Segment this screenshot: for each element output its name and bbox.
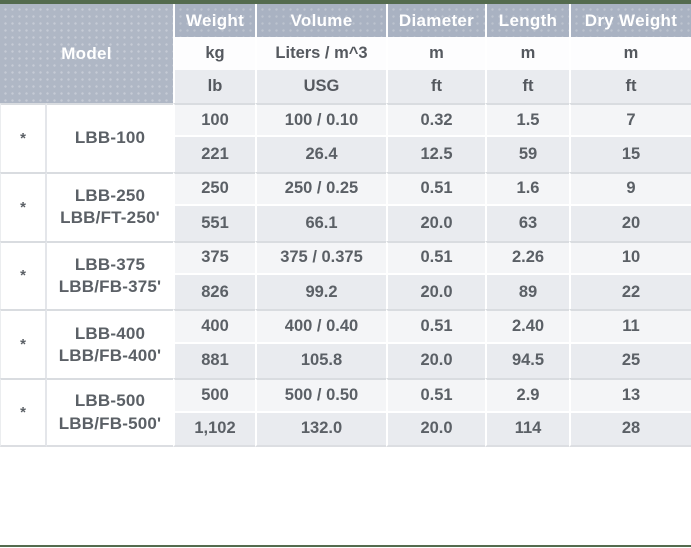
data-cell: 826 (173, 274, 255, 310)
data-cell: 132.0 (255, 412, 386, 447)
data-cell: 0.51 (386, 378, 485, 413)
spec-table: Model Weight Volume Diameter Length Dry … (0, 4, 691, 447)
unit-volume-imperial: USG (255, 70, 386, 103)
data-cell: 500 / 0.50 (255, 378, 386, 413)
data-cell: 0.51 (386, 171, 485, 207)
data-cell: 375 (173, 240, 255, 275)
top-divider (0, 0, 691, 4)
model-cell: LBB-375 LBB/FB-375' (47, 240, 173, 310)
model-name-alt: LBB/FB-400' (58, 345, 162, 365)
data-cell: 28 (569, 412, 691, 447)
data-cell: 2.26 (485, 240, 569, 275)
data-cell: 59 (485, 137, 569, 172)
unit-dry-weight-metric: m (569, 37, 691, 70)
data-cell: 100 / 0.10 (255, 103, 386, 138)
data-cell: 99.2 (255, 274, 386, 310)
data-cell: 15 (569, 137, 691, 172)
header-volume: Volume (255, 4, 386, 37)
data-cell: 0.32 (386, 103, 485, 138)
marker-cell: * (0, 103, 47, 172)
model-cell: LBB-400 LBB/FB-400' (47, 309, 173, 379)
data-cell: 0.51 (386, 240, 485, 275)
header-length: Length (485, 4, 569, 37)
data-cell: 0.51 (386, 309, 485, 344)
data-cell: 25 (569, 343, 691, 379)
data-cell: 22 (569, 274, 691, 310)
model-cell: LBB-250 LBB/FT-250' (47, 171, 173, 241)
data-cell: 26.4 (255, 137, 386, 172)
marker-cell: * (0, 171, 47, 241)
model-name: LBB-500 (74, 391, 146, 411)
data-cell: 89 (485, 274, 569, 310)
unit-dry-weight-imperial: ft (569, 70, 691, 103)
data-cell: 12.5 (386, 137, 485, 172)
data-cell: 250 (173, 171, 255, 207)
marker-cell: * (0, 378, 47, 447)
data-cell: 114 (485, 412, 569, 447)
header-model: Model (0, 4, 173, 103)
data-cell: 20.0 (386, 206, 485, 241)
data-cell: 20.0 (386, 412, 485, 447)
model-name: LBB-400 (74, 323, 146, 343)
marker-cell: * (0, 240, 47, 310)
data-cell: 2.9 (485, 378, 569, 413)
marker-cell: * (0, 309, 47, 379)
model-cell: LBB-100 (47, 103, 173, 172)
data-cell: 1,102 (173, 412, 255, 447)
data-cell: 13 (569, 378, 691, 413)
data-cell: 105.8 (255, 343, 386, 379)
data-cell: 250 / 0.25 (255, 171, 386, 207)
data-cell: 9 (569, 171, 691, 207)
data-cell: 100 (173, 103, 255, 138)
model-name-alt: LBB/FT-250' (60, 208, 160, 228)
data-cell: 551 (173, 206, 255, 241)
unit-weight-metric: kg (173, 37, 255, 70)
model-name: LBB-250 (74, 186, 146, 206)
data-cell: 10 (569, 240, 691, 275)
data-cell: 11 (569, 309, 691, 344)
data-cell: 400 / 0.40 (255, 309, 386, 344)
unit-diameter-metric: m (386, 37, 485, 70)
data-cell: 63 (485, 206, 569, 241)
header-dry-weight: Dry Weight (569, 4, 691, 37)
unit-length-imperial: ft (485, 70, 569, 103)
data-cell: 400 (173, 309, 255, 344)
unit-volume-metric: Liters / m^3 (255, 37, 386, 70)
data-cell: 20 (569, 206, 691, 241)
model-name-alt: LBB/FB-500' (58, 413, 162, 433)
unit-weight-imperial: lb (173, 70, 255, 103)
data-cell: 94.5 (485, 343, 569, 379)
header-weight: Weight (173, 4, 255, 37)
model-cell: LBB-500 LBB/FB-500' (47, 378, 173, 447)
data-cell: 881 (173, 343, 255, 379)
data-cell: 1.6 (485, 171, 569, 207)
model-name: LBB-100 (74, 128, 146, 148)
unit-diameter-imperial: ft (386, 70, 485, 103)
data-cell: 7 (569, 103, 691, 138)
data-cell: 20.0 (386, 343, 485, 379)
header-diameter: Diameter (386, 4, 485, 37)
data-cell: 221 (173, 137, 255, 172)
data-cell: 2.40 (485, 309, 569, 344)
data-cell: 1.5 (485, 103, 569, 138)
data-cell: 500 (173, 378, 255, 413)
model-name-alt: LBB/FB-375' (58, 276, 162, 296)
model-name: LBB-375 (74, 254, 146, 274)
data-cell: 375 / 0.375 (255, 240, 386, 275)
bottom-divider (0, 545, 691, 547)
unit-length-metric: m (485, 37, 569, 70)
data-cell: 66.1 (255, 206, 386, 241)
data-cell: 20.0 (386, 274, 485, 310)
